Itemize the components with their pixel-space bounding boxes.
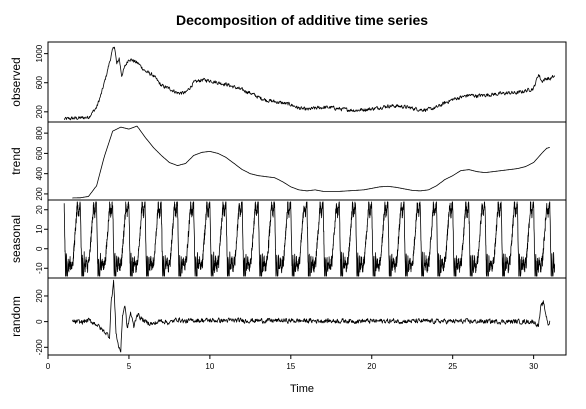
panel-seasonal: -10 0 10 20 seasonal: [9, 199, 567, 279]
x-tick-label: 20: [367, 362, 376, 371]
y-axis-label-random: random: [9, 296, 23, 337]
series-random: [71, 279, 551, 353]
y-axis-label-observed: observed: [9, 57, 23, 106]
x-axis-label: Time: [290, 383, 314, 395]
series-trend: [72, 125, 550, 199]
x-tick-label: 0: [46, 362, 51, 371]
panel-frame: [47, 41, 567, 123]
panels: 2006001000observed200400600800trend-1001…: [9, 41, 567, 356]
y-tick-label-observed: 1000: [35, 44, 44, 62]
y-axis-label-seasonal: seasonal: [9, 215, 23, 263]
y-axis-label-trend: trend: [9, 147, 23, 174]
y-tick-label-trend: 600: [35, 146, 44, 160]
y-tick-label-trend: 200: [35, 187, 44, 201]
panel-trend: 200 400 600 800 trend: [9, 121, 567, 201]
y-tick-label-random: -200: [35, 339, 44, 356]
y-tick-label-seasonal: -10: [35, 262, 44, 274]
x-tick-label: 10: [205, 362, 214, 371]
panel-random: -200 0 200 random: [9, 277, 567, 356]
x-tick-label: 25: [448, 362, 457, 371]
x-tick-label: 15: [286, 362, 295, 371]
y-tick-label-random: 0: [35, 319, 44, 324]
series-observed: [63, 46, 556, 121]
y-tick-label-random: 200: [35, 289, 44, 303]
y-tick-label-seasonal: 10: [35, 224, 44, 233]
y-tick-label-trend: 800: [35, 126, 44, 140]
series-seasonal: [63, 201, 555, 277]
y-tick-label-seasonal: 0: [35, 246, 44, 251]
chart-title: Decomposition of additive time series: [176, 12, 428, 28]
y-tick-label-seasonal: 20: [35, 205, 44, 214]
panel-observed: 200 600 1000 observed: [9, 41, 567, 123]
x-tick-label: 30: [529, 362, 538, 371]
x-tick-label: 5: [127, 362, 132, 371]
panel-frame: [47, 277, 567, 356]
y-tick-label-observed: 600: [35, 76, 44, 90]
y-tick-label-observed: 200: [35, 105, 44, 119]
x-axis: 0 5 10 15 20 25 30: [46, 355, 539, 371]
panel-frame: [47, 121, 567, 201]
y-tick-label-trend: 400: [35, 166, 44, 180]
